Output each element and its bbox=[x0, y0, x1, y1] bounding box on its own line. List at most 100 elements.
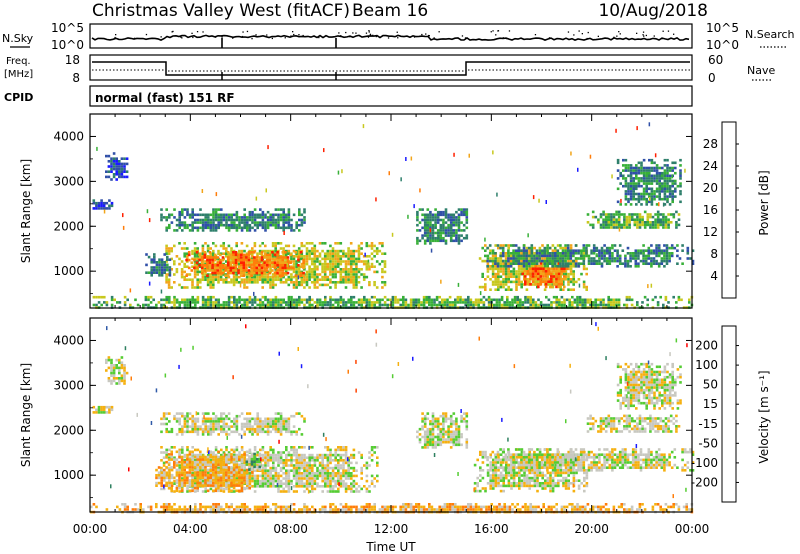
power-echo-cell bbox=[292, 257, 296, 261]
power-echo-cell bbox=[112, 157, 116, 160]
power-echo-cell bbox=[357, 301, 361, 304]
power-echo-cell bbox=[329, 273, 332, 276]
power-echo-cell bbox=[629, 257, 632, 260]
power-echo-cell bbox=[287, 298, 291, 302]
noise-dot bbox=[266, 34, 268, 36]
power-echo-cell bbox=[668, 203, 672, 206]
velocity-echo-cell bbox=[196, 427, 200, 431]
power-echo-cell bbox=[240, 281, 244, 284]
power-echo-cell bbox=[431, 236, 435, 240]
power-echo-cell bbox=[214, 208, 218, 211]
power-echo-cell bbox=[554, 265, 557, 268]
power-echo-cell bbox=[212, 249, 215, 253]
power-echo-cell bbox=[585, 246, 588, 250]
power-echo-cell bbox=[514, 244, 518, 247]
power-echo-cell bbox=[688, 301, 691, 304]
velocity-echo-cell bbox=[120, 366, 124, 370]
power-echo-cell bbox=[462, 223, 466, 227]
power-echo-cell bbox=[624, 254, 627, 258]
power-echo-cell bbox=[421, 226, 424, 230]
power-echo-cell bbox=[563, 277, 566, 281]
power-echo-cell bbox=[676, 254, 679, 258]
power-echo-cell bbox=[240, 242, 244, 245]
power-echo-cell bbox=[679, 174, 682, 178]
power-echo-cell bbox=[165, 260, 168, 263]
power-echo-cell bbox=[444, 208, 448, 211]
power-echo-cell bbox=[674, 179, 677, 183]
power-echo-cell bbox=[574, 244, 578, 247]
power-echo-cell bbox=[252, 266, 256, 270]
power-echo-cell bbox=[355, 281, 358, 284]
power-echo-cell bbox=[277, 213, 280, 217]
power-echo-cell bbox=[126, 298, 129, 302]
velocity-echo-cell bbox=[214, 427, 218, 431]
power-echo-cell bbox=[230, 226, 233, 230]
power-echo-cell bbox=[259, 298, 262, 302]
power-echo-cell bbox=[269, 268, 272, 271]
power-echo-cell bbox=[630, 218, 634, 221]
power-echo-cell bbox=[522, 246, 526, 250]
power-echo-cell bbox=[546, 257, 549, 260]
power-echo-cell bbox=[252, 269, 256, 272]
power-echo-cell bbox=[666, 190, 669, 193]
power-echo-cell bbox=[563, 270, 566, 273]
power-echo-cell bbox=[297, 258, 300, 262]
power-echo-cell bbox=[248, 229, 252, 232]
power-echo-cell bbox=[535, 254, 539, 258]
power-echo-cell bbox=[292, 262, 296, 266]
power-echo-cell bbox=[214, 301, 218, 304]
power-echo-cell bbox=[491, 257, 495, 260]
power-echo-cell bbox=[589, 223, 592, 227]
velocity-echo-cell bbox=[261, 425, 265, 428]
power-echo-cell bbox=[153, 261, 156, 264]
power-echo-cell bbox=[423, 229, 427, 232]
power-echo-cell bbox=[376, 301, 379, 304]
power-echo-cell bbox=[118, 173, 121, 176]
power-echo-cell bbox=[650, 203, 654, 206]
power-echo-cell bbox=[204, 273, 207, 276]
power-echo-cell bbox=[339, 249, 343, 253]
velocity-echo-cell bbox=[162, 412, 166, 415]
power-echo-cell bbox=[196, 268, 199, 271]
power-echo-cell bbox=[540, 252, 544, 255]
power-echo-cell bbox=[245, 256, 248, 259]
power-echo-cell bbox=[246, 216, 249, 219]
power-echo-cell bbox=[488, 252, 492, 255]
power-echo-cell bbox=[243, 249, 246, 253]
power-echo-cell bbox=[442, 213, 445, 217]
power-echo-cell bbox=[528, 249, 531, 252]
power-echo-cell bbox=[509, 257, 513, 260]
power-echo-cell bbox=[166, 268, 169, 272]
power-echo-cell bbox=[507, 272, 510, 276]
power-echo-cell bbox=[240, 303, 244, 307]
power-echo-cell bbox=[344, 275, 348, 279]
power-echo-cell bbox=[264, 223, 267, 227]
power-echo-cell bbox=[326, 278, 330, 281]
power-echo-cell bbox=[455, 218, 458, 222]
power-echo-cell bbox=[610, 215, 613, 219]
velocity-echo-cell bbox=[266, 422, 270, 426]
power-echo-cell bbox=[253, 213, 257, 217]
power-echo-cell bbox=[672, 295, 675, 299]
power-echo-cell bbox=[316, 286, 319, 289]
site-title: Christmas Valley West (fitACF) bbox=[92, 1, 350, 21]
power-echo-cell bbox=[201, 213, 205, 217]
power-echo-cell bbox=[635, 177, 638, 180]
velocity-echo-cell bbox=[212, 430, 215, 434]
power-echo-cell bbox=[266, 278, 270, 281]
power-echo-cell bbox=[186, 303, 189, 307]
velocity-echo-cell bbox=[194, 417, 197, 421]
power-echo-cell bbox=[230, 281, 233, 284]
power-echo-cell bbox=[187, 266, 191, 270]
power-echo-cell bbox=[158, 258, 161, 261]
power-scatter-cell bbox=[337, 170, 340, 175]
power-echo-cell bbox=[489, 267, 492, 271]
power-echo-cell bbox=[572, 278, 575, 281]
power-echo-cell bbox=[560, 270, 563, 273]
power-echo-cell bbox=[624, 203, 628, 206]
velocity-echo-cell bbox=[100, 411, 103, 414]
power-echo-cell bbox=[158, 261, 161, 264]
power-echo-cell bbox=[517, 262, 521, 265]
velocity-echo-cell bbox=[253, 422, 257, 426]
velocity-echo-cell bbox=[186, 412, 189, 415]
